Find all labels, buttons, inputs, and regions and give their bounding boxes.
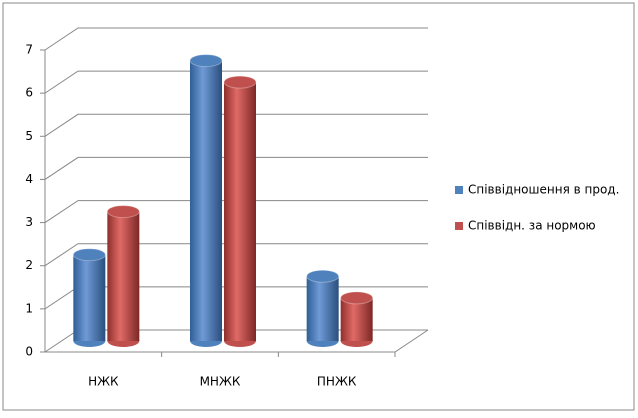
grid-line [44,243,428,267]
bar [340,297,373,341]
y-tick-label: 7 [25,43,33,57]
y-tick-label: 4 [25,172,33,186]
bar [107,211,140,341]
grid-line [44,70,428,94]
x-tick-label: МНЖК [200,375,241,389]
chart-frame [2,2,635,411]
x-tick-label: НЖК [88,375,119,389]
y-tick-label: 6 [25,86,33,100]
y-tick-label: 2 [25,258,33,272]
bar [73,254,106,341]
bar-top [223,75,257,89]
y-tick-label: 3 [25,215,33,229]
bar-top [306,269,340,283]
y-tick-label: 0 [25,345,33,359]
bar-top [340,291,374,305]
grid-line [44,200,428,223]
bar-top [106,205,140,219]
legend-swatch [455,186,463,194]
bar [306,276,339,341]
grid-line [44,113,428,137]
bar [224,82,256,342]
y-tick-label: 1 [25,301,33,315]
legend-label: Співвідношення в прод. [468,183,619,197]
bar-top [189,54,223,68]
legend-swatch [455,222,463,230]
legend-label: Співвідн. за нормою [468,219,596,233]
bar [190,60,222,341]
grid-line [44,27,428,51]
y-tick-label: 5 [25,129,33,143]
x-tick-label: ПНЖК [317,375,357,389]
bar-top [72,248,106,262]
grid-line [44,156,428,180]
